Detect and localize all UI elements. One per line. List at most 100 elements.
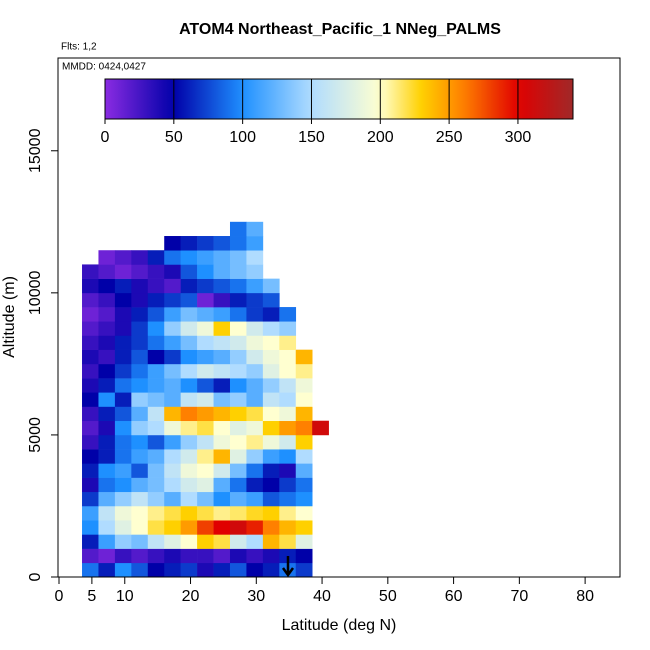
cell (246, 349, 264, 365)
cell (147, 307, 165, 322)
cell (180, 520, 198, 535)
cell (246, 321, 264, 336)
cell (180, 363, 198, 379)
cell (98, 449, 116, 464)
cell (147, 548, 165, 564)
cell (246, 505, 264, 521)
cell (164, 477, 181, 493)
cell (295, 520, 313, 535)
cell (131, 505, 149, 521)
cell (131, 378, 149, 393)
cell (229, 250, 247, 265)
cell (114, 463, 132, 478)
cell (279, 349, 297, 365)
cell (114, 505, 132, 521)
cell (229, 420, 247, 436)
cell (147, 349, 165, 365)
cell (213, 264, 231, 279)
cell (213, 434, 231, 450)
cell (262, 434, 280, 450)
cell (213, 548, 231, 564)
cell (213, 449, 231, 464)
cell (131, 321, 149, 336)
x-tick-label: 10 (116, 588, 134, 605)
cell (82, 520, 99, 535)
colorbar-tick-label: 300 (505, 129, 532, 146)
cell (246, 264, 264, 279)
cell (82, 378, 99, 393)
cell (229, 392, 247, 407)
cell (295, 491, 313, 507)
cell (229, 562, 247, 578)
cell (279, 434, 297, 450)
cell (164, 292, 181, 308)
cell (131, 278, 149, 294)
cell (98, 491, 116, 507)
cell (229, 221, 247, 237)
cell (229, 321, 247, 336)
cell (114, 520, 132, 535)
cell (82, 463, 99, 478)
cell (131, 335, 149, 350)
cell (213, 292, 231, 308)
cell (279, 548, 297, 564)
cell (114, 264, 132, 279)
cell (131, 463, 149, 478)
cell (279, 534, 297, 549)
cell (197, 491, 214, 507)
cell (98, 307, 116, 322)
cell (114, 477, 132, 493)
cell (82, 292, 99, 308)
cell (180, 491, 198, 507)
cell (164, 392, 181, 407)
cell (262, 406, 280, 422)
cell (180, 463, 198, 478)
cell (82, 278, 99, 294)
y-axis-label: Altitude (m) (1, 276, 18, 358)
cell (229, 463, 247, 478)
cell (229, 477, 247, 493)
cell (131, 264, 149, 279)
cell (164, 491, 181, 507)
cell (114, 406, 132, 422)
y-tick-label: 15000 (27, 128, 44, 173)
cell (262, 534, 280, 549)
cell (279, 406, 297, 422)
cell (229, 491, 247, 507)
cell (279, 392, 297, 407)
x-tick-label: 60 (445, 588, 463, 605)
cell (262, 363, 280, 379)
cell (246, 548, 264, 564)
cell (262, 520, 280, 535)
cell (197, 562, 214, 578)
x-tick-label: 30 (247, 588, 265, 605)
cell (295, 548, 313, 564)
cell (197, 463, 214, 478)
cell (213, 278, 231, 294)
cell (197, 477, 214, 493)
cell (279, 505, 297, 521)
cell (197, 449, 214, 464)
cell (246, 307, 264, 322)
cell (114, 335, 132, 350)
cell (246, 534, 264, 549)
cell (164, 236, 181, 251)
cell (197, 292, 214, 308)
cell (295, 505, 313, 521)
x-tick-label: 70 (510, 588, 528, 605)
cell (246, 434, 264, 450)
cell (197, 505, 214, 521)
cell (262, 378, 280, 393)
cell (295, 463, 313, 478)
cell (164, 534, 181, 549)
cell (82, 477, 99, 493)
cell (279, 321, 297, 336)
cell (114, 278, 132, 294)
cell (164, 463, 181, 478)
cell (147, 562, 165, 578)
cell (197, 250, 214, 265)
cell (114, 307, 132, 322)
cell (164, 520, 181, 535)
cell (164, 363, 181, 379)
cell (98, 363, 116, 379)
